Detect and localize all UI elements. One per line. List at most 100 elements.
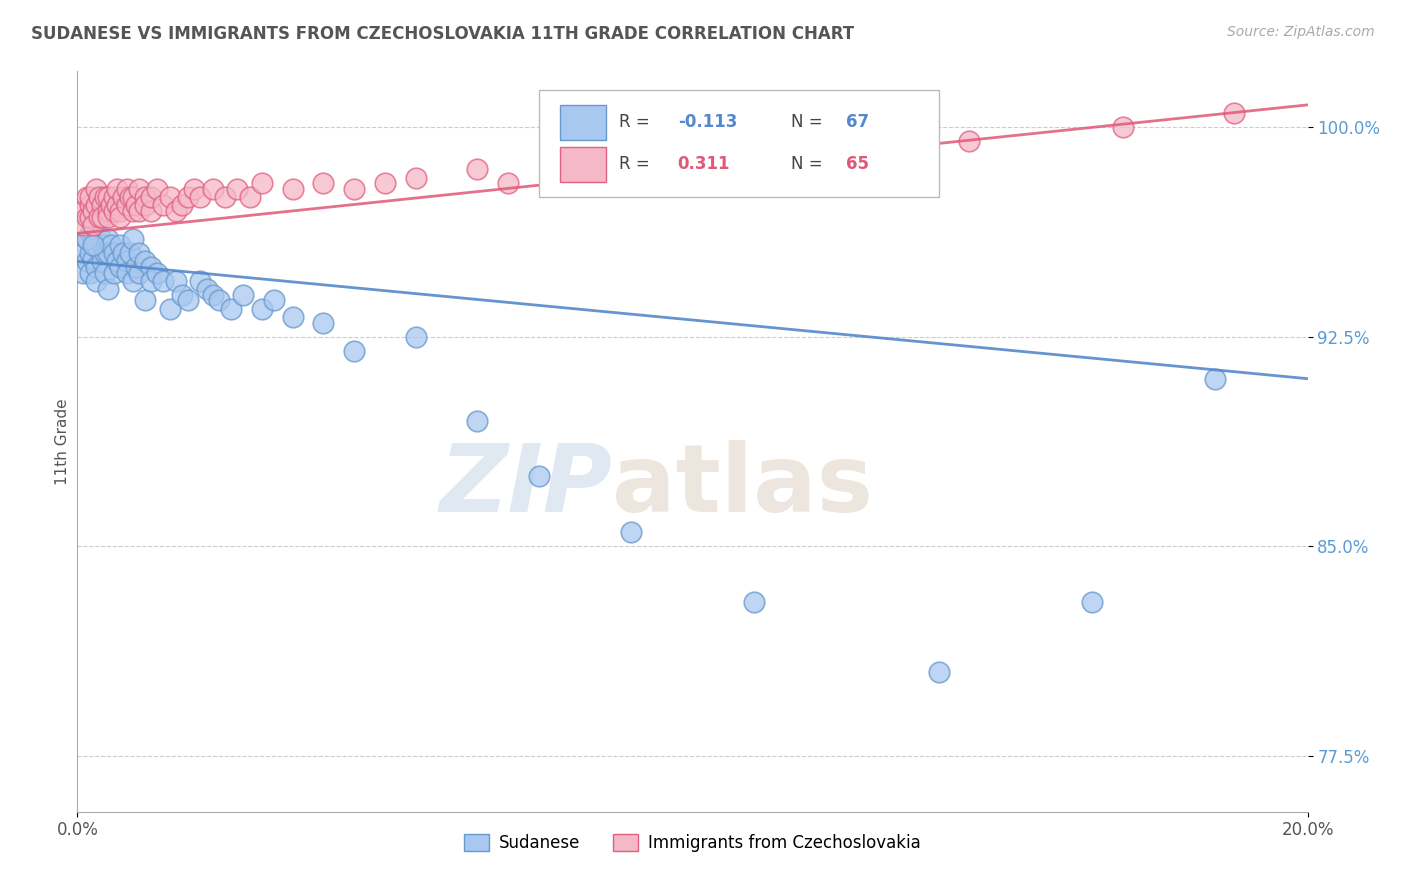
- Point: [1204, 372, 1226, 386]
- Point: [97, 190, 120, 204]
- Point: [90, 237, 114, 252]
- Point: [79, 246, 101, 260]
- Point: [84, 237, 107, 252]
- Point: [343, 343, 366, 358]
- Point: [103, 266, 125, 280]
- Point: [682, 153, 704, 168]
- Point: [110, 204, 132, 219]
- Y-axis label: 11th Grade: 11th Grade: [55, 398, 70, 485]
- Point: [76, 232, 98, 246]
- Point: [405, 170, 427, 185]
- Point: [128, 204, 150, 219]
- Point: [281, 182, 304, 196]
- Point: [97, 246, 120, 260]
- Point: [465, 162, 488, 177]
- Point: [125, 260, 148, 274]
- Point: [589, 162, 612, 177]
- Point: [1223, 106, 1246, 120]
- Point: [1081, 595, 1104, 609]
- Point: [152, 274, 174, 288]
- Point: [141, 260, 163, 274]
- Point: [87, 243, 110, 257]
- Point: [94, 246, 117, 260]
- Point: [620, 525, 643, 540]
- Text: 0.311: 0.311: [678, 155, 730, 173]
- Point: [159, 301, 181, 316]
- Point: [374, 176, 396, 190]
- Point: [170, 288, 193, 302]
- Point: [250, 301, 273, 316]
- Point: [742, 595, 765, 609]
- Point: [103, 190, 125, 204]
- Point: [97, 210, 120, 224]
- Point: [118, 246, 141, 260]
- Point: [146, 182, 169, 196]
- Point: [121, 204, 143, 219]
- Point: [87, 229, 110, 244]
- Text: -0.113: -0.113: [678, 112, 737, 131]
- Point: [188, 190, 212, 204]
- Point: [134, 198, 156, 212]
- Point: [928, 665, 950, 679]
- Point: [170, 198, 193, 212]
- Text: SUDANESE VS IMMIGRANTS FROM CZECHOSLOVAKIA 11TH GRADE CORRELATION CHART: SUDANESE VS IMMIGRANTS FROM CZECHOSLOVAK…: [31, 25, 853, 43]
- Point: [112, 246, 135, 260]
- Point: [159, 190, 181, 204]
- Point: [110, 237, 132, 252]
- Point: [152, 198, 174, 212]
- Point: [72, 218, 94, 232]
- Point: [82, 218, 104, 232]
- Point: [72, 204, 94, 219]
- Point: [405, 330, 427, 344]
- Point: [134, 254, 156, 268]
- Point: [90, 198, 114, 212]
- Point: [118, 190, 141, 204]
- Point: [165, 204, 187, 219]
- Point: [94, 190, 117, 204]
- Point: [232, 288, 254, 302]
- Point: [84, 182, 107, 196]
- Point: [263, 293, 285, 308]
- Point: [134, 190, 156, 204]
- Point: [76, 190, 98, 204]
- Point: [105, 182, 128, 196]
- FancyBboxPatch shape: [538, 90, 939, 197]
- Point: [79, 227, 101, 241]
- Point: [100, 237, 122, 252]
- Text: ZIP: ZIP: [440, 440, 613, 532]
- Point: [79, 198, 101, 212]
- Point: [115, 254, 138, 268]
- Point: [112, 190, 135, 204]
- Point: [195, 282, 218, 296]
- Point: [72, 266, 94, 280]
- Text: atlas: atlas: [613, 440, 873, 532]
- Point: [90, 254, 114, 268]
- Point: [79, 266, 101, 280]
- Bar: [560, 104, 606, 140]
- Point: [1112, 120, 1135, 135]
- Point: [103, 246, 125, 260]
- Point: [281, 310, 304, 325]
- Point: [115, 198, 138, 212]
- Point: [103, 204, 125, 219]
- Point: [79, 210, 101, 224]
- Point: [128, 182, 150, 196]
- Point: [100, 198, 122, 212]
- Point: [94, 266, 117, 280]
- Text: 67: 67: [846, 112, 869, 131]
- Point: [90, 210, 114, 224]
- Point: [201, 182, 224, 196]
- Point: [226, 182, 249, 196]
- Point: [97, 204, 120, 219]
- Point: [527, 469, 550, 483]
- Point: [804, 148, 827, 162]
- Point: [146, 266, 169, 280]
- Point: [110, 210, 132, 224]
- Point: [79, 190, 101, 204]
- Point: [141, 274, 163, 288]
- Point: [76, 232, 98, 246]
- Point: [105, 254, 128, 268]
- Point: [239, 190, 262, 204]
- Point: [82, 237, 104, 252]
- Point: [84, 260, 107, 274]
